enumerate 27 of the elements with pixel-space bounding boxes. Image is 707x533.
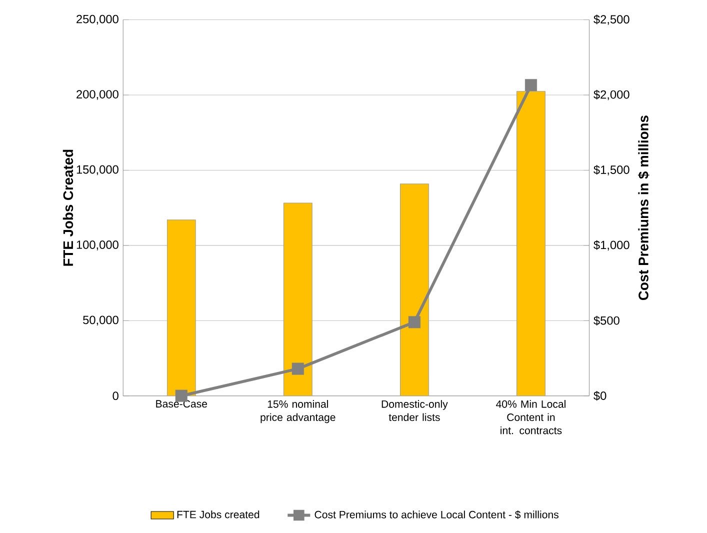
point — [408, 316, 420, 328]
bar — [400, 183, 429, 396]
y-tick-label: 200,000 — [76, 90, 118, 100]
y-tick-label: 0 — [112, 391, 118, 400]
y-tick-label: 100,000 — [76, 240, 118, 250]
x-tick-label: Base-Case — [156, 400, 208, 408]
bar — [283, 202, 312, 396]
x-tick-label: 15% nominal price advantage — [260, 400, 336, 423]
point — [292, 362, 304, 375]
y-tick-label: 50,000 — [83, 316, 118, 326]
y2-tick-label: $500 — [594, 316, 620, 326]
legend-label: Cost Premiums to achieve Local Content - $ millions — [314, 510, 558, 519]
bar — [166, 219, 196, 396]
y2-tick-label: $2,500 — [594, 14, 630, 25]
y2-tick-label: $2,000 — [594, 90, 630, 100]
bar — [516, 90, 546, 396]
point — [524, 78, 537, 91]
y2-tick-label: $1,000 — [594, 240, 630, 250]
y2-tick-label: $0 — [594, 390, 606, 400]
y2-tick-label: $1,500 — [594, 164, 630, 176]
y-axis-title: FTE Jobs Created — [62, 150, 74, 266]
x-tick-label: 40% Min Local Content in int. contracts — [496, 400, 566, 434]
y-tick-label: 150,000 — [76, 165, 118, 175]
y-tick-label: 250,000 — [76, 14, 118, 24]
y2-axis-title: Cost Premiums in $ millions — [638, 115, 650, 300]
x-tick-label: Domestic-only tender lists — [382, 400, 448, 421]
legend-label: FTE Jobs created — [177, 510, 260, 518]
